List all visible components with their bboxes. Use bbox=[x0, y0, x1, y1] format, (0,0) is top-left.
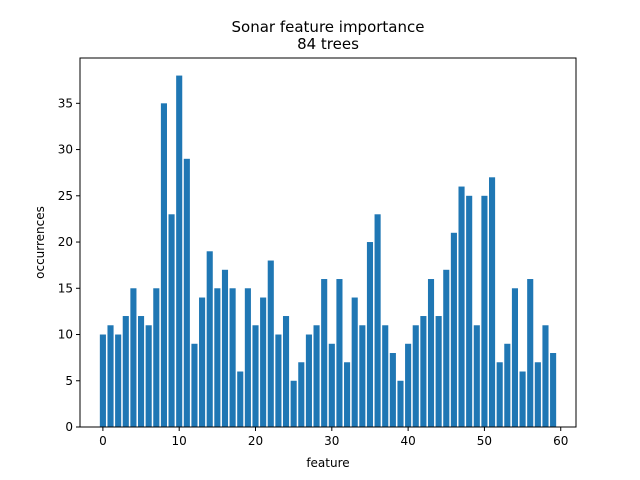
x-tick-label: 60 bbox=[553, 434, 568, 448]
bar-feature-26 bbox=[298, 362, 305, 427]
y-tick-label: 20 bbox=[58, 235, 73, 249]
y-tick-label: 35 bbox=[58, 96, 73, 110]
bar-feature-4 bbox=[130, 288, 137, 427]
x-tick-label: 0 bbox=[99, 434, 107, 448]
bar-feature-56 bbox=[527, 279, 534, 427]
x-tick-label: 40 bbox=[400, 434, 415, 448]
bar-feature-59 bbox=[550, 353, 557, 427]
y-tick-label: 5 bbox=[65, 374, 73, 388]
bar-feature-41 bbox=[412, 325, 419, 427]
bar-feature-44 bbox=[435, 316, 442, 427]
bar-feature-20 bbox=[252, 325, 259, 427]
bar-feature-25 bbox=[290, 380, 297, 427]
bar-feature-58 bbox=[542, 325, 549, 427]
bar-feature-14 bbox=[206, 251, 213, 427]
y-axis-label: occurrences bbox=[33, 206, 47, 279]
bar-feature-16 bbox=[221, 269, 229, 427]
bar-feature-48 bbox=[466, 195, 473, 427]
bar-feature-8 bbox=[160, 103, 167, 427]
bar-feature-5 bbox=[137, 316, 145, 427]
x-tick-label: 50 bbox=[477, 434, 492, 448]
y-tick-label: 25 bbox=[58, 189, 73, 203]
plot-frame bbox=[79, 57, 577, 428]
bar-feature-54 bbox=[511, 288, 519, 427]
bar-feature-37 bbox=[382, 325, 389, 427]
bar-feature-52 bbox=[496, 362, 503, 427]
y-tick-label: 30 bbox=[58, 143, 73, 157]
y-tick-label: 0 bbox=[65, 420, 73, 434]
bar-feature-29 bbox=[321, 279, 328, 427]
bar-feature-28 bbox=[313, 325, 320, 427]
bar-feature-23 bbox=[275, 334, 282, 427]
chart-title: Sonar feature importance bbox=[232, 18, 425, 36]
bar-feature-50 bbox=[481, 195, 488, 427]
bar-feature-10 bbox=[176, 75, 183, 428]
bar-feature-2 bbox=[115, 334, 122, 427]
bar-feature-34 bbox=[359, 325, 366, 427]
bar-feature-21 bbox=[260, 297, 267, 427]
x-tick-label: 10 bbox=[172, 434, 187, 448]
bar-feature-57 bbox=[534, 362, 541, 427]
bar-feature-7 bbox=[153, 288, 160, 427]
x-tick-label: 20 bbox=[248, 434, 263, 448]
bar-feature-19 bbox=[244, 288, 251, 427]
bar-feature-49 bbox=[473, 325, 480, 427]
bar-feature-36 bbox=[374, 214, 381, 427]
bar-feature-40 bbox=[405, 343, 412, 427]
x-tick-label: 30 bbox=[324, 434, 339, 448]
bar-feature-0 bbox=[99, 334, 106, 427]
bar-feature-53 bbox=[504, 343, 511, 427]
bar-feature-43 bbox=[427, 279, 435, 427]
x-axis-label: feature bbox=[306, 456, 349, 470]
chart-subtitle: 84 trees bbox=[297, 35, 359, 53]
bar-feature-6 bbox=[145, 325, 152, 427]
bars-group bbox=[99, 75, 557, 428]
bar-feature-17 bbox=[229, 288, 236, 427]
bar-feature-33 bbox=[351, 297, 358, 427]
bar-feature-55 bbox=[519, 371, 526, 427]
bar-feature-3 bbox=[122, 316, 129, 427]
bar-feature-38 bbox=[389, 353, 396, 427]
y-axis-ticks: 0 5 10 15 20 25 30 35 bbox=[58, 96, 80, 434]
x-axis-ticks: 0 10 20 30 40 50 60 bbox=[99, 427, 568, 448]
bar-feature-46 bbox=[450, 232, 457, 427]
bar-feature-42 bbox=[420, 316, 427, 427]
bar-feature-24 bbox=[282, 316, 290, 427]
bar-feature-18 bbox=[237, 371, 244, 427]
bar-feature-22 bbox=[267, 260, 274, 427]
bar-feature-45 bbox=[443, 269, 450, 427]
bar-feature-39 bbox=[397, 380, 404, 427]
bar-feature-32 bbox=[344, 362, 351, 427]
bar-feature-1 bbox=[107, 325, 114, 427]
bar-feature-35 bbox=[366, 242, 374, 427]
bar-feature-13 bbox=[199, 297, 206, 427]
y-tick-label: 15 bbox=[58, 281, 73, 295]
bar-feature-9 bbox=[168, 214, 175, 427]
bar-feature-47 bbox=[458, 186, 465, 427]
y-tick-label: 10 bbox=[58, 328, 73, 342]
bar-feature-27 bbox=[305, 334, 312, 427]
bar-feature-51 bbox=[489, 177, 496, 427]
bar-feature-31 bbox=[336, 279, 343, 427]
bar-feature-30 bbox=[328, 343, 335, 427]
bar-feature-11 bbox=[183, 158, 190, 427]
bar-feature-15 bbox=[214, 288, 221, 427]
bar-feature-12 bbox=[191, 343, 198, 427]
